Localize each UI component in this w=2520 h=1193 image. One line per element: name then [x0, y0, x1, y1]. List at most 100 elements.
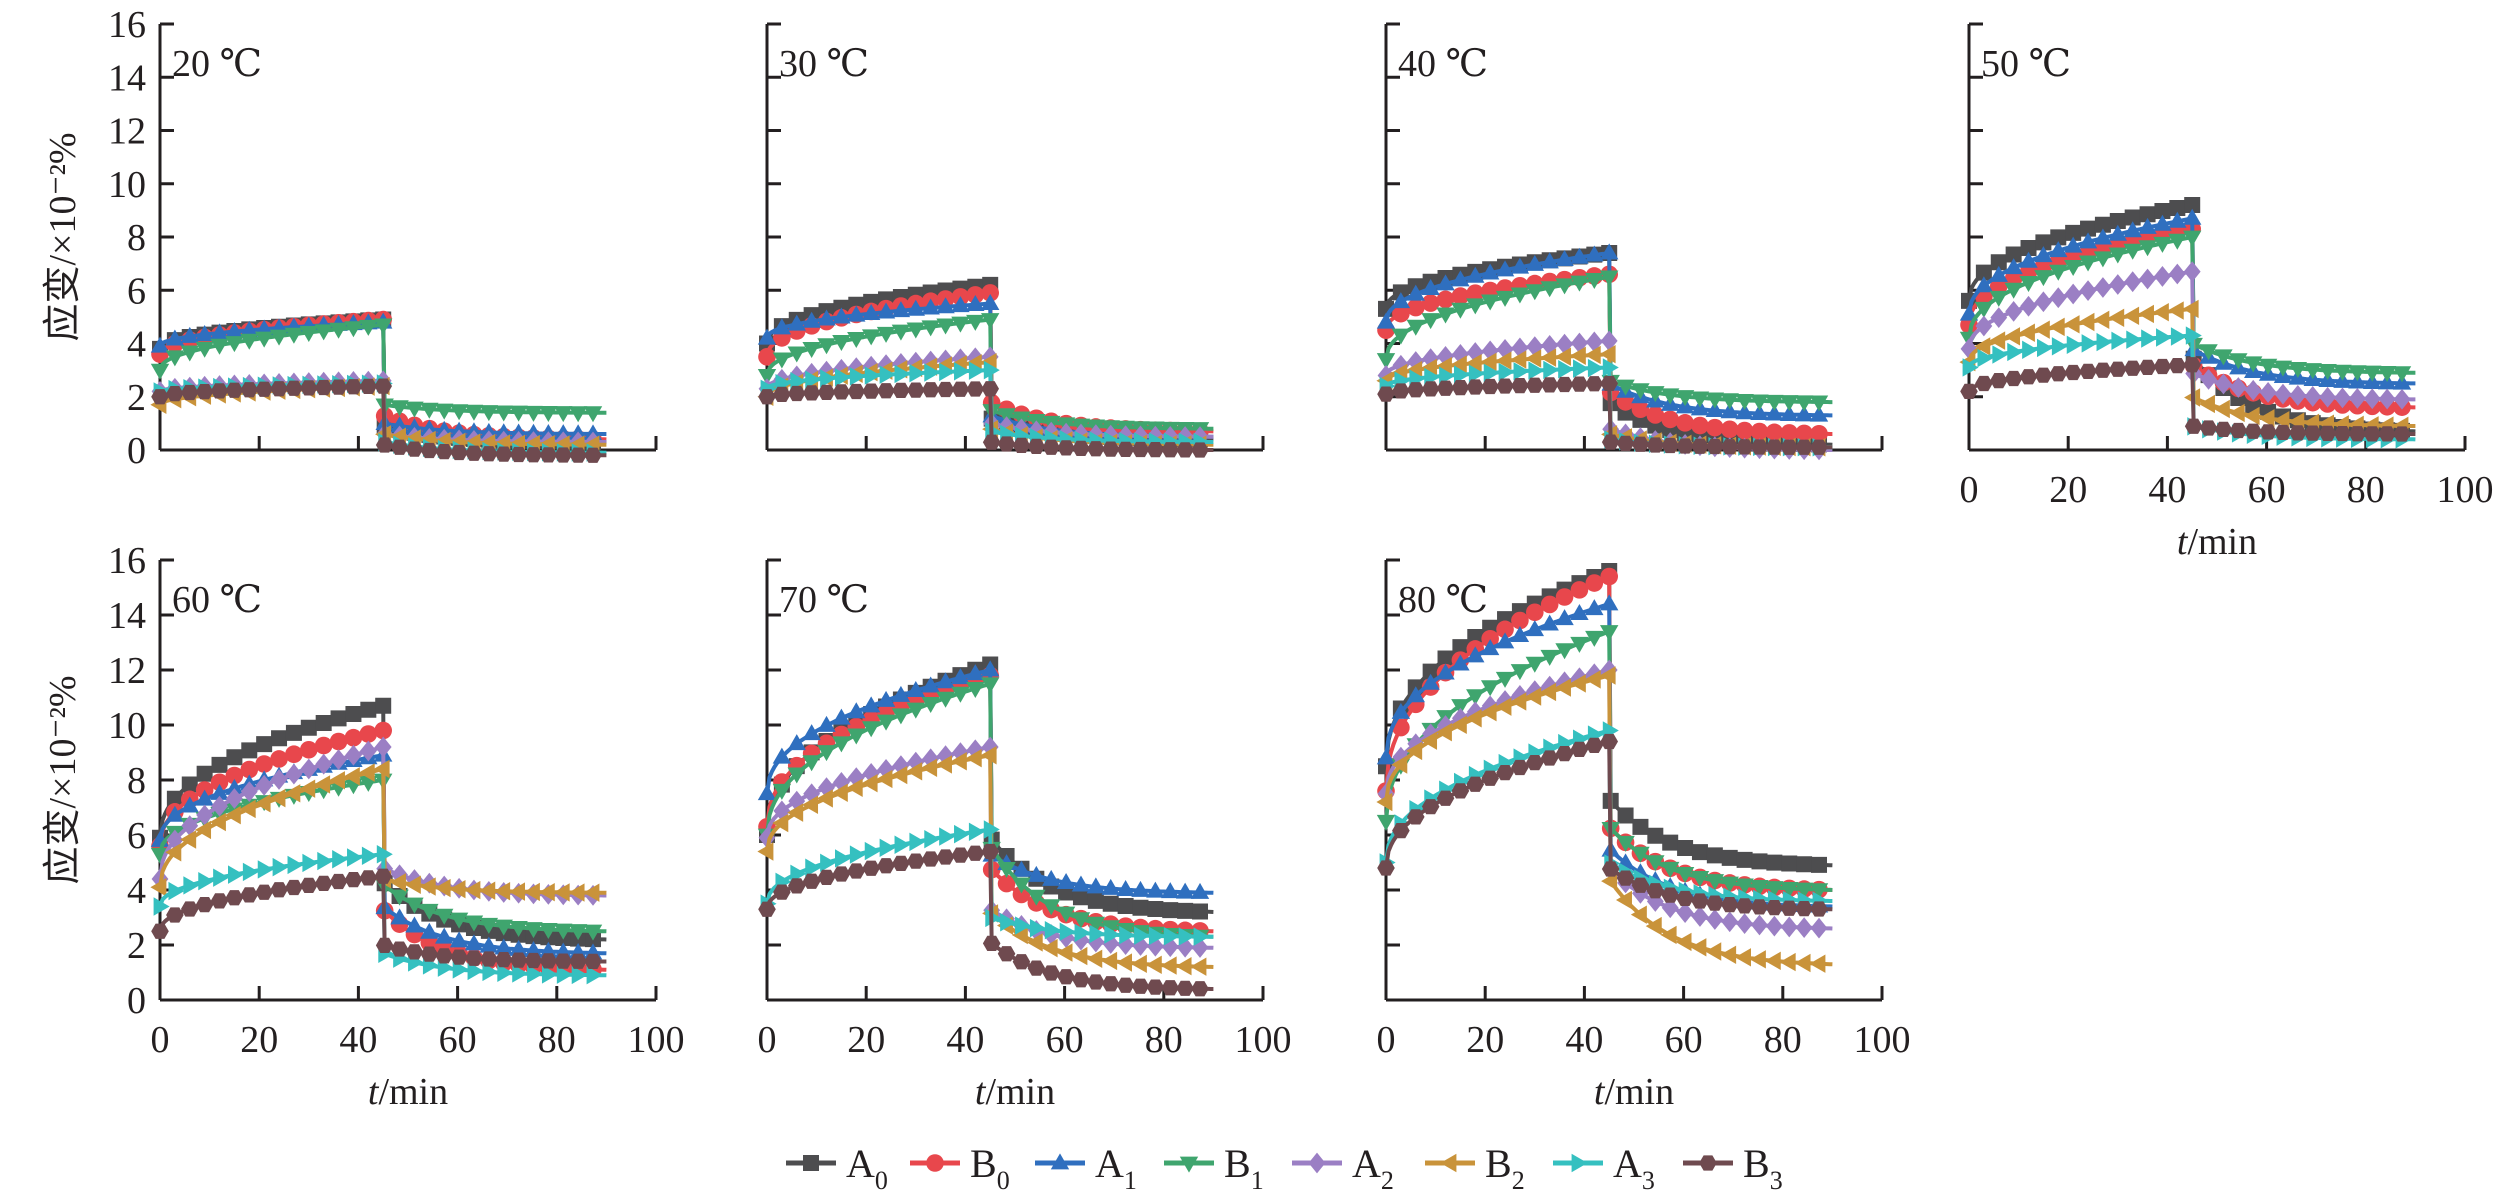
point-A1 [981, 660, 1000, 677]
point-A3 [894, 364, 911, 384]
point-B3 [1072, 440, 1090, 457]
point-A2 [1585, 331, 1603, 353]
point-A2 [1191, 937, 1209, 958]
point-A1 [1146, 881, 1165, 898]
point-B2 [1450, 715, 1467, 735]
point-A1 [195, 789, 214, 806]
point-B3 [2094, 362, 2112, 378]
legend-label: A1 [1095, 1141, 1137, 1193]
point-A1 [1391, 292, 1411, 309]
point-B3 [1646, 883, 1665, 899]
point-B2 [846, 778, 863, 797]
point-B2 [2182, 299, 2199, 319]
point-B3 [210, 893, 229, 909]
point-A0 [1132, 899, 1149, 916]
point-B2 [1175, 956, 1192, 976]
point-A3 [849, 367, 866, 386]
point-B3 [907, 382, 925, 398]
point-A1 [2123, 221, 2142, 238]
point-A1 [876, 302, 896, 319]
point-B1 [494, 405, 513, 422]
point-A3 [213, 868, 230, 887]
point-B1 [1466, 689, 1485, 706]
point-B1 [284, 327, 304, 344]
point-B3 [359, 378, 378, 395]
point-B2 [2093, 310, 2110, 330]
point-A2 [1087, 931, 1105, 953]
point-B1 [420, 903, 439, 920]
series-B1 [1376, 270, 1833, 412]
point-A0 [2154, 203, 2171, 220]
point-B3 [285, 879, 303, 896]
panel-30C: 30 ℃ [757, 22, 1265, 458]
point-B1 [240, 333, 259, 350]
point-B1 [2034, 270, 2053, 287]
point-A0 [1617, 807, 1634, 824]
point-A3 [790, 372, 807, 391]
point-B3 [877, 858, 895, 874]
point-B3 [2229, 422, 2248, 439]
point-A2 [1676, 902, 1694, 924]
point-B3 [480, 446, 498, 462]
point-A0 [2184, 197, 2201, 214]
point-B1 [861, 721, 881, 738]
point-B1 [802, 755, 821, 772]
point-B3 [2318, 425, 2337, 441]
point-A1 [1510, 257, 1530, 274]
point-B1 [1974, 301, 1994, 318]
point-A1 [1480, 263, 1500, 280]
point-B3 [1176, 980, 1194, 996]
legend-label: A3 [1613, 1141, 1655, 1193]
point-B3 [1795, 439, 1813, 455]
point-A3 [954, 362, 971, 381]
point-B1 [2348, 365, 2367, 382]
point-B2 [1406, 741, 1423, 761]
point-A2 [1057, 422, 1075, 444]
point-A3 [2141, 329, 2158, 348]
point-A1 [817, 715, 836, 732]
panel-50C: 0 20 40 60 80 100 t/min 50 ℃ [1959, 22, 2494, 563]
point-A3 [482, 962, 499, 982]
point-A1 [1959, 304, 1979, 321]
point-A0 [2094, 216, 2111, 233]
point-B1 [449, 912, 469, 929]
point-A1 [195, 324, 214, 341]
legend-item-B0: B0 [910, 1141, 1010, 1193]
point-B3 [524, 447, 543, 463]
point-A3 [864, 366, 881, 385]
y-tick-label: 8 [127, 217, 146, 259]
point-B3 [773, 386, 791, 403]
series-A2 [1960, 261, 2416, 410]
point-B1 [1600, 625, 1619, 642]
point-B3 [1750, 899, 1769, 915]
point-A0 [241, 742, 258, 759]
point-A1 [1056, 873, 1076, 890]
x-tick-label: 80 [1764, 1019, 1802, 1061]
point-A0 [1162, 902, 1179, 919]
point-B1 [2153, 236, 2172, 253]
point-B1 [1480, 294, 1500, 311]
point-B1 [2168, 233, 2187, 250]
point-B2 [343, 767, 360, 786]
point-B3 [584, 953, 602, 970]
point-B1 [2093, 251, 2113, 268]
point-B3 [374, 868, 392, 884]
point-B3 [344, 379, 363, 395]
point-A2 [2304, 386, 2322, 407]
point-A1 [787, 314, 806, 331]
point-A3 [2185, 326, 2202, 345]
point-B3 [554, 447, 573, 463]
point-B1 [2199, 344, 2218, 361]
point-B3 [936, 849, 955, 865]
point-A3 [287, 855, 304, 875]
point-B3 [981, 381, 999, 397]
point-A3 [1587, 358, 1604, 378]
point-B3 [1101, 976, 1120, 992]
point-A1 [921, 298, 940, 315]
legend-label: B3 [1743, 1141, 1783, 1193]
point-B1 [554, 923, 573, 940]
point-A2 [1511, 337, 1529, 359]
point-A0 [181, 776, 198, 793]
point-B3 [1057, 969, 1075, 985]
point-B2 [1026, 933, 1043, 952]
